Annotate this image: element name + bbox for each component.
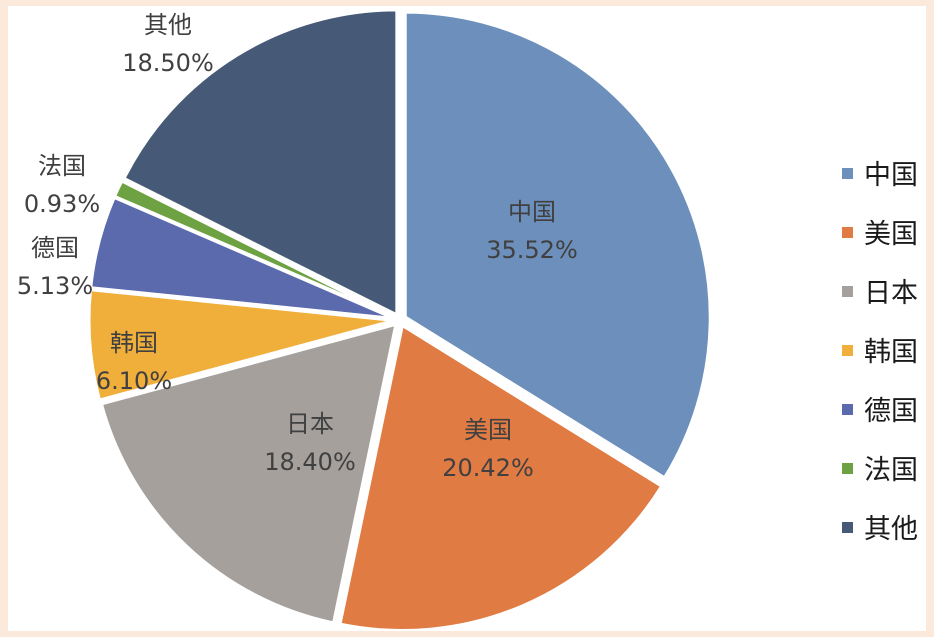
slice-label-name: 法国 <box>38 152 86 180</box>
slice-label-name: 日本 <box>286 410 334 438</box>
pie-slice-3 <box>99 322 398 625</box>
slice-label-name: 美国 <box>464 416 512 444</box>
slice-label-name: 德国 <box>31 234 79 262</box>
pie-slice-6 <box>112 179 396 319</box>
slice-label-value: 0.93% <box>24 190 100 218</box>
slice-label-value: 5.13% <box>17 272 93 300</box>
legend-swatch <box>842 522 853 533</box>
slice-label-name: 中国 <box>508 198 556 226</box>
pie-slice-2 <box>338 323 664 631</box>
pie-slice-4 <box>87 288 395 402</box>
slice-label-value: 35.52% <box>486 236 578 264</box>
legend-swatch <box>842 286 853 297</box>
slice-label-value: 20.42% <box>442 454 534 482</box>
slice-label-value: 18.50% <box>122 49 214 77</box>
pie-data-labels: 中国 35.52% 美国 20.42% 日本 18.40% 韩国 6.10% 德国 5.13% 法国… <box>17 11 578 482</box>
slice-label-name: 其他 <box>144 11 192 39</box>
slice-label-name: 韩国 <box>110 329 158 357</box>
pie-chart: 中国 35.52% 美国 20.42% 日本 18.40% 韩国 6.10% 德国 5.13% 法国… <box>17 8 918 631</box>
legend-label: 法国 <box>864 455 918 486</box>
slice-label-value: 6.10% <box>96 367 172 395</box>
pie-slices <box>87 8 712 631</box>
legend-label: 中国 <box>864 160 918 191</box>
legend-label: 日本 <box>864 278 918 309</box>
legend-label: 德国 <box>864 396 918 427</box>
legend-swatch <box>842 168 853 179</box>
legend-swatch <box>842 404 853 415</box>
chart-frame: 中国 35.52% 美国 20.42% 日本 18.40% 韩国 6.10% 德国 5.13% 法国… <box>8 6 926 631</box>
legend-label: 美国 <box>864 219 918 250</box>
legend-label: 其他 <box>864 514 918 545</box>
pie-slice-7 <box>122 8 399 318</box>
legend-swatch <box>842 345 853 356</box>
legend-label: 韩国 <box>864 337 918 368</box>
slice-label-value: 18.40% <box>264 448 356 476</box>
legend-swatch <box>842 227 853 238</box>
legend-swatch <box>842 463 853 474</box>
pie-slice-1 <box>403 10 712 480</box>
